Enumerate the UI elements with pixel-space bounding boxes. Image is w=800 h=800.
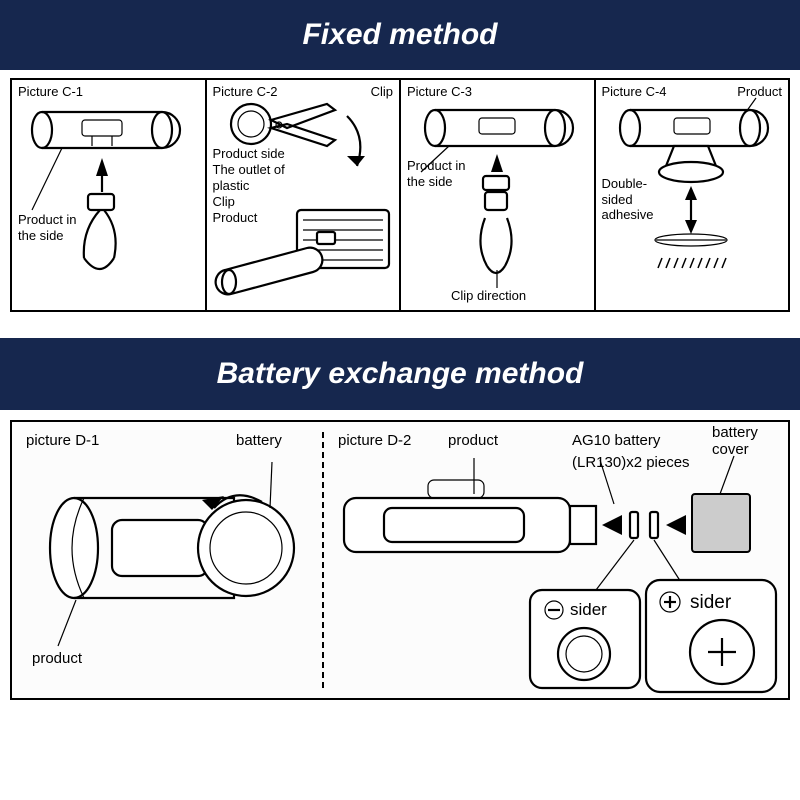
section2-header: Battery exchange method — [0, 338, 800, 410]
section2-title: Battery exchange method — [217, 357, 584, 391]
panel-c1: Picture C-1 Product — [12, 80, 207, 310]
d1-diagram — [24, 458, 314, 682]
d2-product-label: product — [448, 432, 498, 449]
panel-c3-product: Product in the side — [407, 158, 487, 189]
panel-c1-product-label: Product in the side — [18, 212, 98, 243]
panel-c3-diagram — [401, 80, 594, 310]
panel-c2-diagram — [207, 80, 400, 310]
fixed-method-panels: Picture C-1 Product — [10, 78, 790, 312]
d2-id: picture D-2 — [338, 432, 411, 449]
d2-plus-label: sider — [690, 592, 731, 614]
d1-id: picture D-1 — [26, 432, 99, 449]
panel-c4-adhesive: Double-sided adhesive — [602, 176, 672, 223]
d1-battery-label: battery — [236, 432, 282, 449]
d2-battery-type: AG10 battery — [572, 432, 660, 449]
panel-c4: Picture C-4 Product — [596, 80, 789, 310]
battery-divider — [322, 432, 324, 688]
section1-title: Fixed method — [302, 18, 497, 52]
d2-cover-label: battery cover — [712, 424, 782, 458]
panel-c2-productside: Product side — [213, 146, 285, 162]
panel-c3: Picture C-3 Product in the s — [401, 80, 596, 310]
d2-minus-label: sider — [570, 600, 607, 620]
battery-panel: picture D-1 battery product picture D-2 … — [10, 420, 790, 700]
section1-header: Fixed method — [0, 0, 800, 70]
panel-c2-outlet: The outlet of plastic — [213, 162, 313, 193]
panel-c3-clipdir: Clip direction — [451, 288, 526, 304]
d2-diagram — [334, 462, 784, 702]
panel-c2-clipmid: Clip — [213, 194, 235, 210]
panel-c2-product: Product — [213, 210, 258, 226]
panel-c1-diagram — [12, 80, 205, 310]
panel-c2: Picture C-2 Clip — [207, 80, 402, 310]
